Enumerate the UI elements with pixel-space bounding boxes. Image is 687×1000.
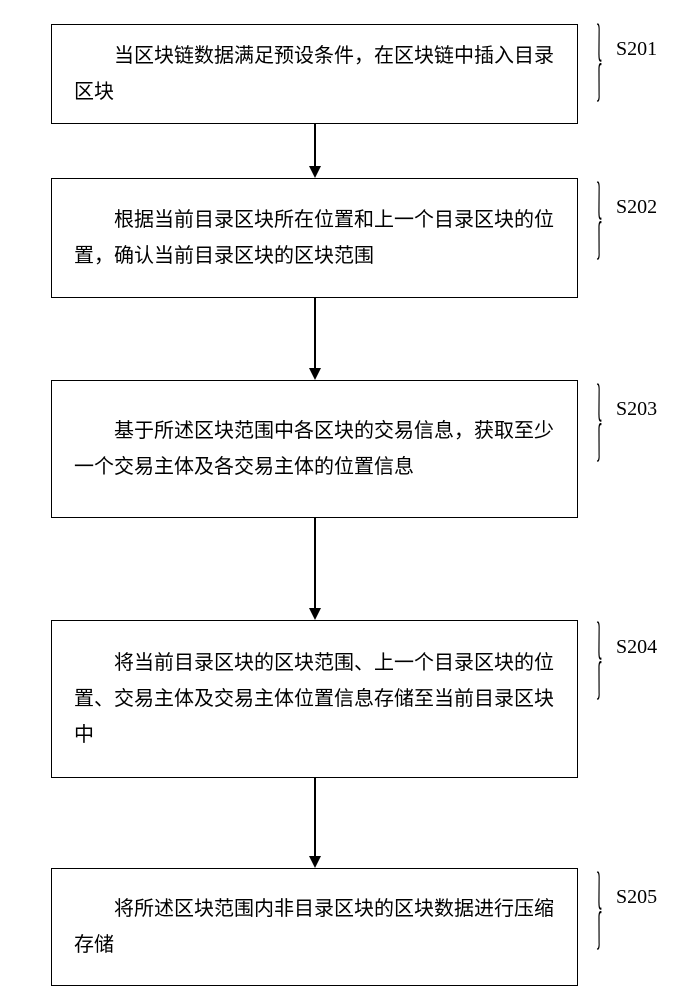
flow-step-2: 根据当前目录区块所在位置和上一个目录区块的位置，确认当前目录区块的区块范围 — [51, 178, 578, 298]
flow-step-5: 将所述区块范围内非目录区块的区块数据进行压缩存储 — [51, 868, 578, 986]
flow-step-4: 将当前目录区块的区块范围、上一个目录区块的位置、交易主体及交易主体位置信息存储至… — [51, 620, 578, 778]
brace-connector: ⎱⎰ — [591, 185, 608, 263]
edge — [314, 124, 316, 166]
step-label: S202 — [616, 196, 657, 219]
arrow-down-icon — [309, 368, 321, 380]
brace-connector: ⎱⎰ — [591, 27, 608, 105]
edge — [314, 298, 316, 368]
edge — [314, 518, 316, 608]
step-label: S201 — [616, 38, 657, 61]
brace-connector: ⎱⎰ — [591, 387, 608, 465]
edge — [314, 778, 316, 856]
flow-step-3: 基于所述区块范围中各区块的交易信息，获取至少一个交易主体及各交易主体的位置信息 — [51, 380, 578, 518]
arrow-down-icon — [309, 166, 321, 178]
step-text: 基于所述区块范围中各区块的交易信息，获取至少一个交易主体及各交易主体的位置信息 — [74, 413, 555, 485]
step-label: S204 — [616, 636, 657, 659]
brace-connector: ⎱⎰ — [591, 625, 608, 703]
flow-step-1: 当区块链数据满足预设条件，在区块链中插入目录区块 — [51, 24, 578, 124]
step-text: 根据当前目录区块所在位置和上一个目录区块的位置，确认当前目录区块的区块范围 — [74, 202, 555, 274]
step-label: S205 — [616, 886, 657, 909]
step-text: 当区块链数据满足预设条件，在区块链中插入目录区块 — [74, 38, 555, 110]
arrow-down-icon — [309, 856, 321, 868]
arrow-down-icon — [309, 608, 321, 620]
step-label: S203 — [616, 398, 657, 421]
step-text: 将所述区块范围内非目录区块的区块数据进行压缩存储 — [74, 891, 555, 963]
brace-connector: ⎱⎰ — [591, 875, 608, 953]
step-text: 将当前目录区块的区块范围、上一个目录区块的位置、交易主体及交易主体位置信息存储至… — [74, 645, 555, 753]
